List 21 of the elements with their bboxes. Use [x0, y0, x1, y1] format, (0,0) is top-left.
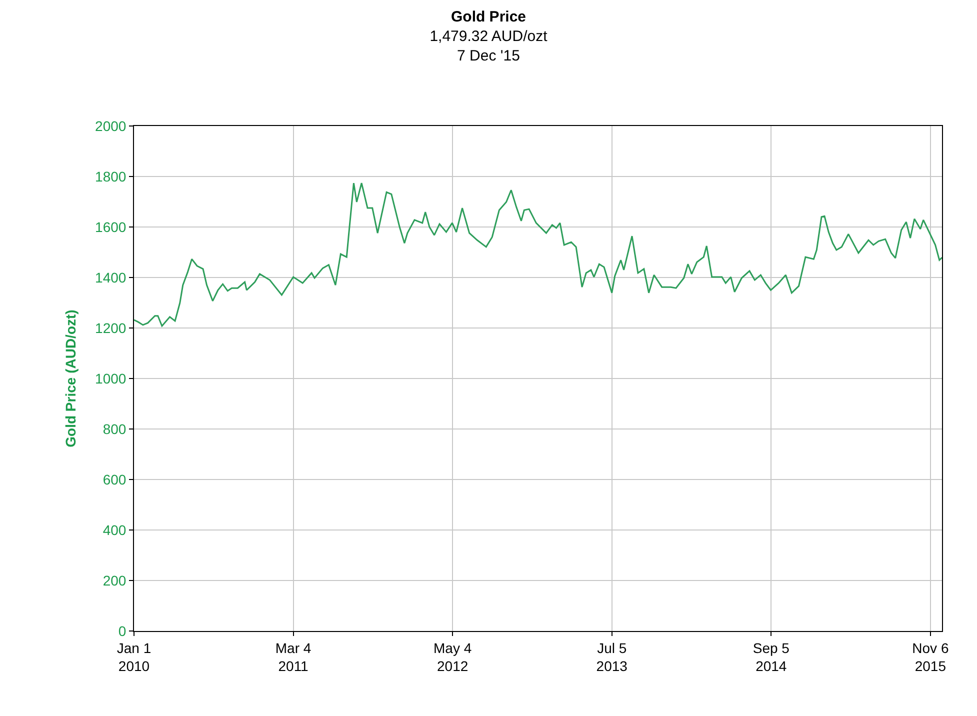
y-tick-label: 2000: [95, 118, 126, 134]
x-tick-label: Mar 4 2011: [275, 640, 312, 674]
y-tick-label: 1000: [95, 370, 126, 386]
x-tick-label: Nov 6 2015: [912, 640, 949, 674]
y-tick-label: 1400: [95, 269, 126, 286]
x-tick-label: Jul 5 2013: [596, 640, 628, 674]
x-tick-label: Jan 1 2010: [116, 640, 152, 674]
y-tick-label: 1800: [95, 168, 126, 184]
y-tick-label: 600: [102, 471, 126, 488]
y-axis-title: Gold Price (AUD/ozt): [62, 310, 79, 448]
x-tick-label: Sep 5 2014: [752, 640, 790, 674]
y-tick-label: 800: [102, 420, 126, 437]
y-tick-label: 200: [102, 572, 126, 588]
chart-title: Gold Price: [450, 8, 526, 26]
y-tick-label: 400: [102, 522, 126, 538]
y-tick-label: 1200: [95, 320, 126, 336]
chart-subtitle: 1,479.32 AUD/ozt 7 Dec '15: [430, 28, 548, 64]
x-tick-label: May 4 2012: [434, 640, 472, 674]
y-tick-label: 1600: [95, 218, 126, 235]
line-series: [134, 182, 942, 327]
y-tick-label: 0: [118, 622, 126, 639]
